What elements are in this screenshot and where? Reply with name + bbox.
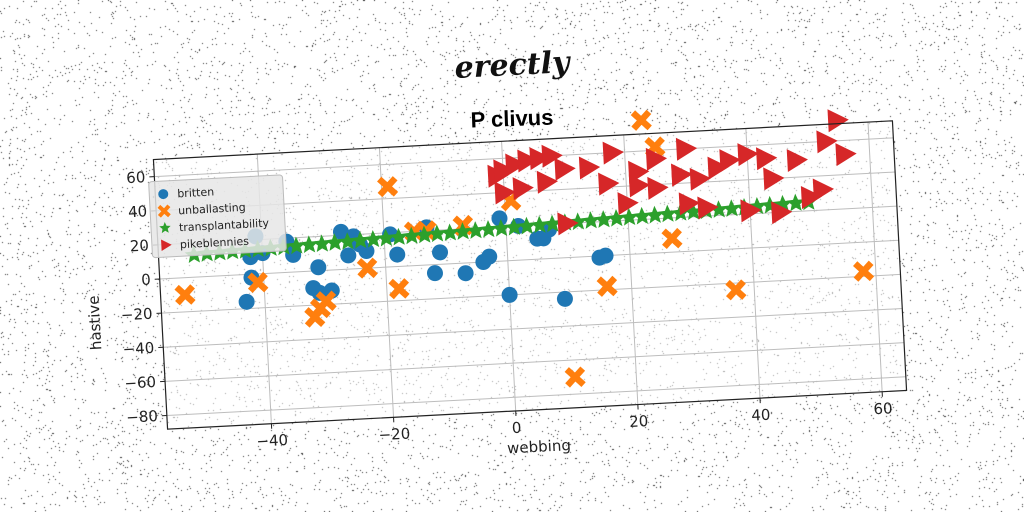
y-tick-label: 40 bbox=[128, 202, 148, 221]
x-tick-label: 20 bbox=[629, 412, 649, 431]
y-tick-label: −40 bbox=[122, 339, 155, 359]
legend-entry: britten bbox=[177, 185, 215, 200]
y-tick-label: −60 bbox=[124, 373, 157, 393]
unballasting-point bbox=[633, 112, 650, 129]
legend: brittenunballastingtransplantabilitypike… bbox=[149, 175, 287, 258]
y-tick-label: 60 bbox=[126, 168, 146, 187]
x-axis-label: webbing bbox=[507, 436, 572, 457]
y-tick-label: 20 bbox=[129, 236, 149, 255]
x-tick-label: 0 bbox=[511, 419, 521, 437]
y-tick-label: −80 bbox=[126, 407, 159, 427]
x-tick-label: −40 bbox=[256, 431, 289, 451]
x-tick-label: −20 bbox=[378, 424, 411, 444]
x-tick-label: 60 bbox=[873, 399, 893, 418]
x-tick-label: 40 bbox=[751, 406, 771, 425]
y-tick-label: −20 bbox=[120, 305, 153, 325]
plot-area: −40 −20 0 20 40 60 −80 −60 −40 −20 0 20 40 60 webbing… bbox=[76, 99, 909, 479]
y-tick-label: 0 bbox=[141, 270, 151, 288]
y-axis-label: hastive bbox=[84, 295, 105, 351]
